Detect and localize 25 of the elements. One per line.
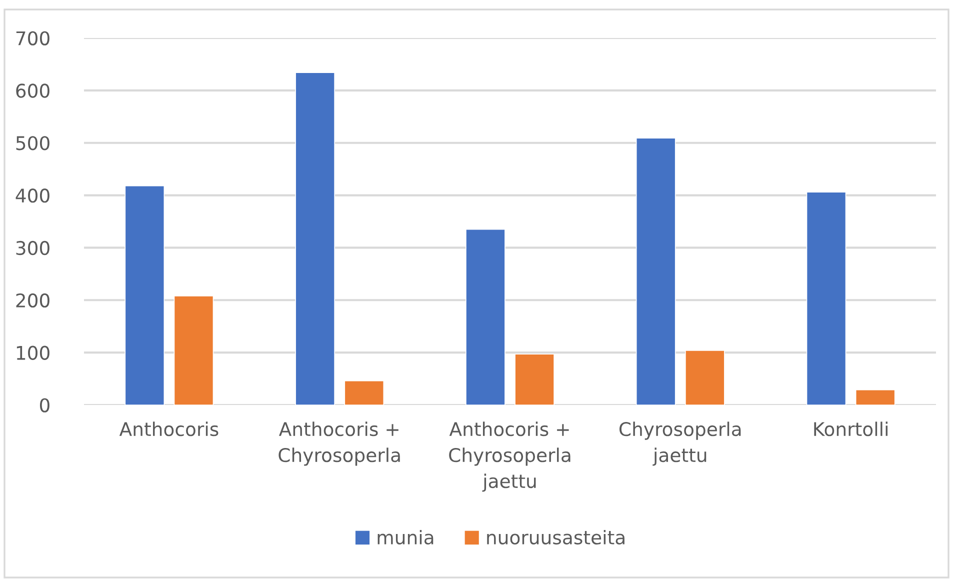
y-tick-label: 500 (16, 136, 50, 150)
bar (806, 192, 846, 405)
bar (685, 350, 725, 405)
x-tick-label: Chyrosoperla jaettu (619, 422, 741, 466)
y-tick-label: 300 (16, 240, 50, 256)
x-tick-label: Anthocoris + Chyrosoperla (278, 422, 400, 466)
bar (124, 185, 165, 405)
bar (174, 296, 214, 405)
x-tick-label: Konrtolli (814, 422, 888, 436)
bar (295, 72, 335, 405)
bar (636, 138, 676, 405)
y-tick-label: 0 (40, 398, 50, 412)
legend-label: munia (378, 530, 434, 544)
bar (344, 380, 384, 405)
bar (466, 228, 506, 405)
y-tick-label: 400 (16, 188, 50, 203)
bar (514, 354, 554, 405)
y-tick-label: 100 (16, 346, 50, 360)
legend-label: nuoruusasteita (487, 530, 624, 544)
y-tick-label: 200 (16, 293, 50, 308)
x-tick-label: Anthocoris + Chyrosoperla jaettu (449, 422, 570, 492)
y-tick-label: 600 (16, 84, 50, 98)
y-tick-label: 700 (16, 31, 50, 46)
x-tick-label: Anthocoris (119, 422, 218, 436)
bar (855, 389, 896, 405)
